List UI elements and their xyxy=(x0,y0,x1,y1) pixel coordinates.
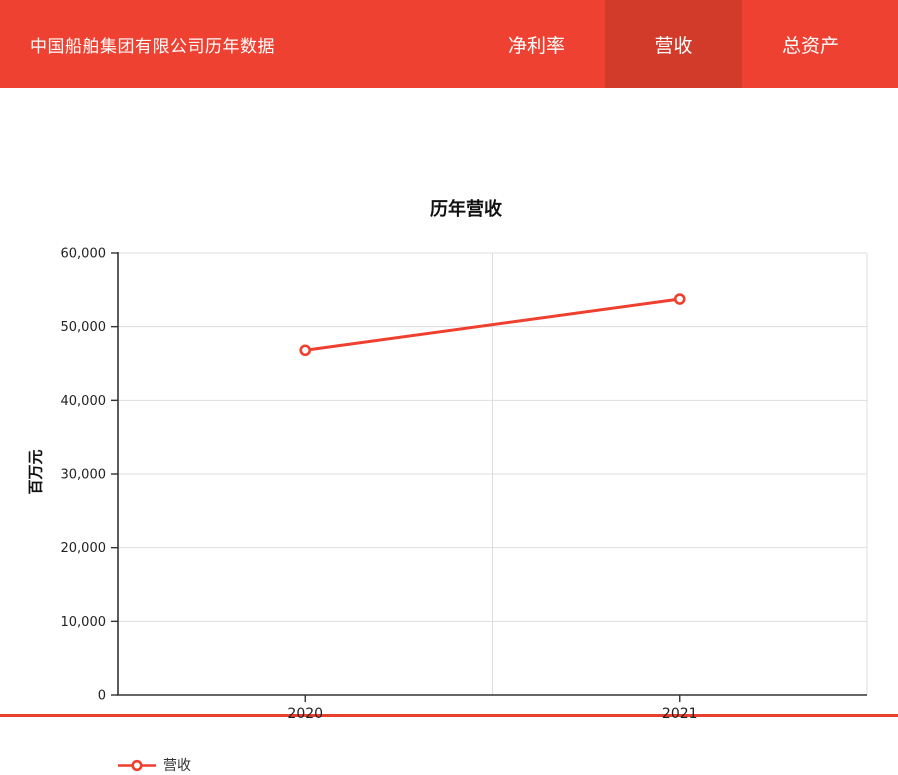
chart-title: 历年营收 xyxy=(430,199,502,219)
svg-text:40,000: 40,000 xyxy=(61,394,107,409)
legend-item-revenue[interactable]: 营收 xyxy=(117,755,191,775)
app-header: 中国船舶集团有限公司历年数据 净利率 营收 总资产 xyxy=(0,0,898,88)
svg-text:2020: 2020 xyxy=(287,706,323,722)
svg-text:30,000: 30,000 xyxy=(61,468,107,483)
revenue-line-chart: 0 10,000 20,000 30,000 40,000 50,000 60,000 202… xyxy=(61,247,868,722)
legend-line-marker-icon xyxy=(118,759,156,771)
svg-text:20,000: 20,000 xyxy=(61,541,107,556)
svg-text:10,000: 10,000 xyxy=(61,615,107,630)
legend-label: 营收 xyxy=(163,757,191,773)
tab-net-profit-margin[interactable]: 净利率 xyxy=(507,35,565,57)
svg-text:60,000: 60,000 xyxy=(61,247,107,262)
app-title: 中国船舶集团有限公司历年数据 xyxy=(30,36,275,56)
tab-revenue[interactable]: 营收 xyxy=(605,0,742,88)
tab-total-assets[interactable]: 总资产 xyxy=(781,35,839,57)
chart-area: 历年营收 百万元 0 10,000 20,000 30,000 40,000 50,000… xyxy=(0,88,898,773)
svg-text:2021: 2021 xyxy=(662,706,698,722)
nav-tabs: 净利率 营收 总资产 xyxy=(468,0,879,88)
svg-text:0: 0 xyxy=(98,689,106,704)
svg-text:50,000: 50,000 xyxy=(61,320,107,335)
